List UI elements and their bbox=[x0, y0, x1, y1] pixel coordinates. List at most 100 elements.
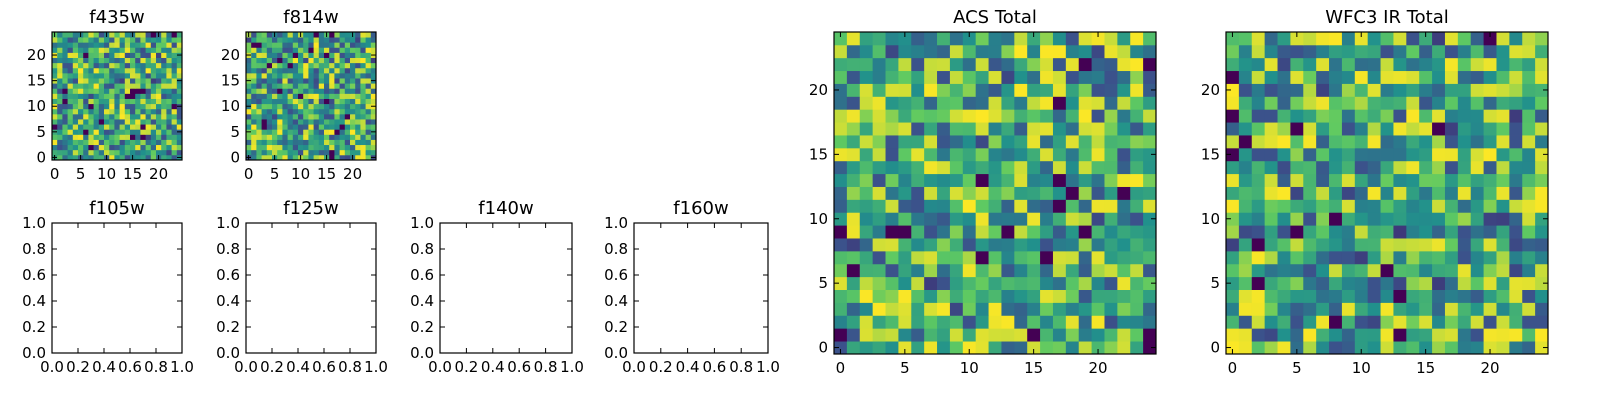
heatmap-cell bbox=[145, 154, 152, 161]
heatmap-cell bbox=[324, 47, 330, 53]
heatmap-cell bbox=[166, 57, 172, 64]
heatmap-cell bbox=[846, 70, 861, 84]
heatmap-cell bbox=[1078, 160, 1092, 175]
heatmap-cell bbox=[251, 139, 257, 146]
heatmap-cell bbox=[1251, 276, 1266, 290]
heatmap-cell bbox=[313, 98, 320, 105]
heatmap-cell bbox=[1496, 122, 1510, 136]
heatmap-cell bbox=[1264, 328, 1278, 342]
heatmap-cell bbox=[282, 67, 288, 74]
panel-title-f140w: f140w bbox=[478, 198, 533, 219]
heatmap-cell bbox=[1432, 173, 1446, 187]
heatmap-cell bbox=[1444, 289, 1459, 303]
heatmap-cell bbox=[130, 144, 136, 151]
heatmap-cell bbox=[124, 113, 131, 120]
heatmap-cell bbox=[329, 72, 335, 79]
heatmap-cell bbox=[1290, 212, 1304, 226]
heatmap-cell bbox=[176, 62, 183, 69]
heatmap-cell bbox=[1130, 289, 1144, 303]
heatmap-cell bbox=[1380, 160, 1394, 175]
heatmap-cell bbox=[176, 42, 183, 48]
heatmap-cell bbox=[1104, 57, 1118, 72]
heatmap-cell bbox=[1091, 328, 1105, 342]
heatmap-cell bbox=[62, 57, 68, 64]
heatmap-cell bbox=[1027, 238, 1041, 252]
heatmap-cell bbox=[988, 70, 1002, 84]
heatmap-cell bbox=[1014, 70, 1028, 84]
heatmap-cell bbox=[308, 149, 314, 156]
heatmap-cell bbox=[975, 83, 989, 97]
y-tick-label: 10 bbox=[809, 210, 828, 228]
heatmap-cell bbox=[52, 124, 58, 130]
heatmap-cell bbox=[1130, 122, 1144, 136]
heatmap-cell bbox=[313, 149, 320, 156]
heatmap-cell bbox=[78, 113, 84, 120]
heatmap-cell bbox=[114, 113, 120, 120]
heatmap-cell bbox=[313, 154, 320, 161]
heatmap-cell bbox=[1130, 147, 1144, 162]
heatmap-cell bbox=[156, 134, 162, 140]
heatmap-cell bbox=[975, 147, 989, 162]
heatmap-cell bbox=[1470, 96, 1484, 110]
heatmap-cell bbox=[1419, 57, 1433, 72]
heatmap-cell bbox=[98, 57, 105, 64]
heatmap-cell bbox=[949, 160, 964, 175]
heatmap-cell bbox=[911, 328, 925, 342]
heatmap-cell bbox=[962, 238, 977, 252]
heatmap-cell bbox=[1432, 250, 1446, 265]
heatmap-cell bbox=[1277, 276, 1291, 290]
heatmap-cell bbox=[161, 149, 167, 156]
heatmap-cell bbox=[161, 88, 167, 94]
heatmap-cell bbox=[1496, 225, 1510, 239]
heatmap-cell bbox=[872, 289, 886, 303]
heatmap-cell bbox=[313, 134, 320, 140]
heatmap-cell bbox=[1457, 289, 1472, 303]
heatmap-cell bbox=[171, 154, 178, 161]
heatmap-cell bbox=[135, 103, 141, 110]
y-tick-label: 20 bbox=[1201, 81, 1220, 99]
heatmap-cell bbox=[1065, 109, 1080, 123]
heatmap-cell bbox=[1290, 276, 1304, 290]
heatmap-cell bbox=[266, 83, 273, 89]
y-tick-label: 0.4 bbox=[22, 292, 46, 310]
heatmap-cell bbox=[318, 37, 325, 43]
heatmap-cell bbox=[949, 263, 964, 278]
heatmap-cell bbox=[1316, 212, 1330, 226]
heatmap-cell bbox=[1341, 225, 1356, 239]
heatmap-cell bbox=[1496, 83, 1510, 97]
heatmap-cell bbox=[1091, 83, 1105, 97]
heatmap-cell bbox=[298, 103, 304, 110]
heatmap-cell bbox=[1470, 341, 1484, 355]
heatmap-cell bbox=[350, 57, 356, 64]
heatmap-cell bbox=[1522, 186, 1536, 200]
heatmap-cell bbox=[62, 52, 68, 58]
heatmap-cell bbox=[261, 42, 268, 48]
heatmap-cell bbox=[246, 67, 252, 74]
heatmap-cell bbox=[318, 103, 325, 110]
heatmap-cell bbox=[1226, 135, 1240, 149]
heatmap-cell bbox=[1290, 32, 1304, 46]
heatmap-cell bbox=[1290, 160, 1304, 175]
heatmap-cell bbox=[898, 289, 912, 303]
x-tick-label: 0.6 bbox=[702, 358, 726, 376]
heatmap-cell bbox=[339, 108, 346, 115]
heatmap-cell bbox=[334, 32, 340, 38]
heatmap-cell bbox=[1065, 250, 1080, 265]
heatmap-cell bbox=[846, 212, 861, 226]
heatmap-cell bbox=[365, 93, 372, 99]
heatmap-cell bbox=[156, 113, 162, 120]
heatmap-cell bbox=[365, 57, 372, 64]
heatmap-cell bbox=[1052, 109, 1067, 123]
heatmap-cell bbox=[282, 108, 288, 115]
heatmap-cell bbox=[256, 67, 262, 74]
heatmap-cell bbox=[140, 67, 146, 74]
heatmap-cell bbox=[246, 72, 252, 79]
heatmap-cell bbox=[859, 160, 874, 175]
heatmap-cell bbox=[1316, 328, 1330, 342]
heatmap-cell bbox=[1251, 44, 1266, 59]
heatmap-cell bbox=[324, 42, 330, 48]
heatmap-cell bbox=[1522, 160, 1536, 175]
heatmap-cell bbox=[98, 42, 105, 48]
heatmap-cell bbox=[1470, 315, 1484, 329]
